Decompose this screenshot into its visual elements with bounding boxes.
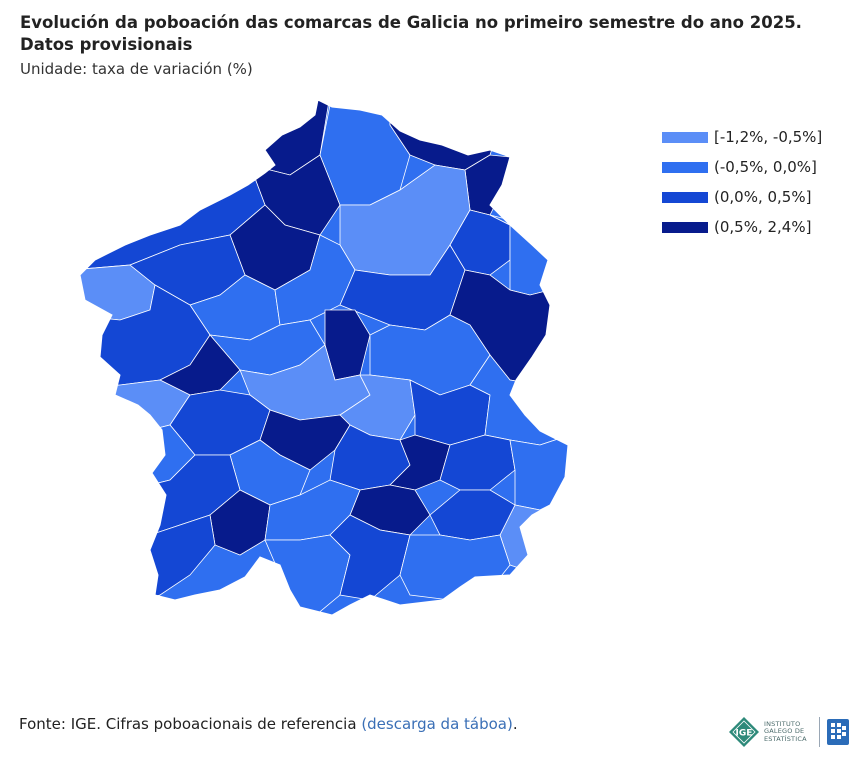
- legend-swatch: [662, 131, 708, 143]
- ige-text-line2: GALEGO DE: [764, 727, 805, 736]
- map-subtitle: Unidade: taxa de variación (%): [20, 60, 253, 78]
- legend-label: (-0,5%, 0,0%]: [714, 158, 817, 176]
- logos: IGE INSTITUTO GALEGO DE ESTATÍSTICA: [728, 716, 851, 748]
- legend-label: (0,5%, 2,4%]: [714, 218, 812, 236]
- map-legend: [-1,2%, -0,5%] (-0,5%, 0,0%] (0,0%, 0,5%…: [662, 122, 822, 242]
- logo-divider: [819, 717, 820, 747]
- comarca-region: [80, 514, 216, 615]
- source-end: .: [512, 715, 518, 733]
- legend-item: (0,5%, 2,4%]: [662, 212, 822, 242]
- galicia-choropleth-map: [70, 95, 570, 620]
- comarca-region: [439, 434, 516, 491]
- ige-text-line1: INSTITUTO: [764, 719, 801, 728]
- ige-logo-icon: IGE: [729, 717, 759, 747]
- legend-swatch: [662, 221, 708, 233]
- comarca-region: [389, 434, 451, 491]
- ige-text-line3: ESTATÍSTICA: [764, 734, 807, 743]
- legend-swatch: [662, 161, 708, 173]
- comarca-region: [509, 434, 568, 511]
- map-title: Evolución da poboación das comarcas de G…: [20, 12, 850, 56]
- map-title-line2: Datos provisionais: [20, 35, 193, 54]
- legend-item: (-0,5%, 0,0%]: [662, 152, 822, 182]
- comarca-regions: [80, 100, 568, 615]
- source-footer: Fonte: IGE. Cifras poboacionais de refer…: [19, 715, 518, 733]
- map-svg: [79, 99, 569, 616]
- galicia-coastline: [79, 99, 569, 616]
- chart-header: Evolución da poboación das comarcas de G…: [20, 12, 850, 80]
- legend-item: [-1,2%, -0,5%]: [662, 122, 822, 152]
- xunta-logo-icon: [827, 719, 849, 745]
- legend-item: (0,0%, 0,5%]: [662, 182, 822, 212]
- download-table-link[interactable]: (descarga da táboa): [361, 715, 513, 733]
- legend-swatch: [662, 191, 708, 203]
- legend-label: (0,0%, 0,5%]: [714, 188, 812, 206]
- svg-text:IGE: IGE: [736, 729, 753, 739]
- source-text: Fonte: IGE. Cifras poboacionais de refer…: [19, 715, 362, 733]
- ige-logo-text: INSTITUTO GALEGO DE ESTATÍSTICA: [764, 719, 816, 744]
- map-title-line1: Evolución da poboación das comarcas de G…: [20, 13, 802, 32]
- legend-label: [-1,2%, -0,5%]: [714, 128, 823, 146]
